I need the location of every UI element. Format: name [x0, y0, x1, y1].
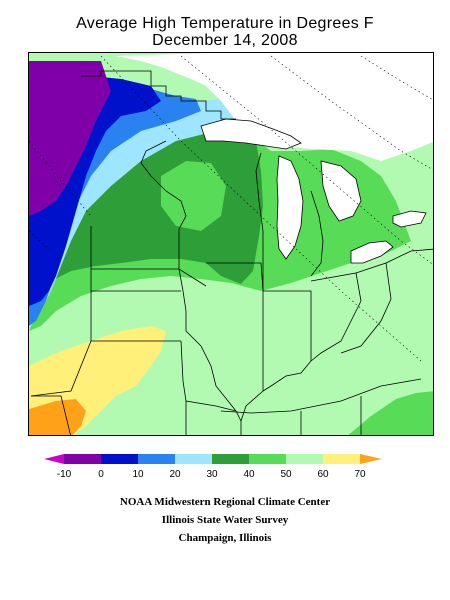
zone-50s-se	[348, 391, 433, 435]
credit-center: NOAA Midwestern Regional Climate Center	[119, 496, 331, 508]
legend-label-20: 20	[169, 469, 181, 480]
graticule	[29, 55, 433, 362]
legend-swatch-10	[101, 454, 138, 464]
legend-arrow-low	[44, 454, 64, 464]
lake-huron	[320, 160, 362, 222]
legend-label-50: 50	[280, 469, 292, 480]
legend-label-40: 40	[243, 469, 255, 480]
legend-label-60: 60	[317, 469, 329, 480]
legend-swatch-40	[212, 454, 249, 464]
map-edge-north	[81, 70, 236, 120]
legend-swatch-0	[64, 454, 101, 464]
legend-label-10: 10	[132, 469, 144, 480]
zone-80s	[29, 399, 86, 435]
zone-50s-midlake	[161, 161, 226, 231]
zone-60s-sw	[29, 286, 191, 363]
map-title: Average High Temperature in Degrees F	[76, 15, 374, 32]
lake-michigan	[276, 155, 304, 260]
legend-label--10: -10	[57, 469, 72, 480]
canada-region	[116, 53, 433, 161]
legend-label-70: 70	[354, 469, 366, 480]
zone-0s	[29, 61, 111, 216]
lake-superior	[200, 118, 302, 150]
lake-ontario	[392, 210, 427, 228]
temperature-map	[28, 52, 434, 436]
legend-label-0: 0	[98, 469, 104, 480]
legend-swatch-30	[175, 454, 212, 464]
legend-swatch-70	[323, 454, 360, 464]
legend-arrow-high	[360, 454, 382, 464]
state-boundaries	[30, 140, 433, 435]
legend-label-30: 30	[206, 469, 218, 480]
credit-survey: Illinois State Water Survey	[161, 514, 289, 526]
credit-location: Champaign, Illinois	[178, 532, 272, 544]
lake-erie	[350, 240, 394, 264]
legend-swatch-20	[138, 454, 175, 464]
legend-swatch-60	[286, 454, 323, 464]
color-legend: -10 0 10 20 30 40 50 60 70	[44, 454, 382, 480]
legend-swatch-50	[249, 454, 286, 464]
map-date: December 14, 2008	[152, 32, 298, 49]
